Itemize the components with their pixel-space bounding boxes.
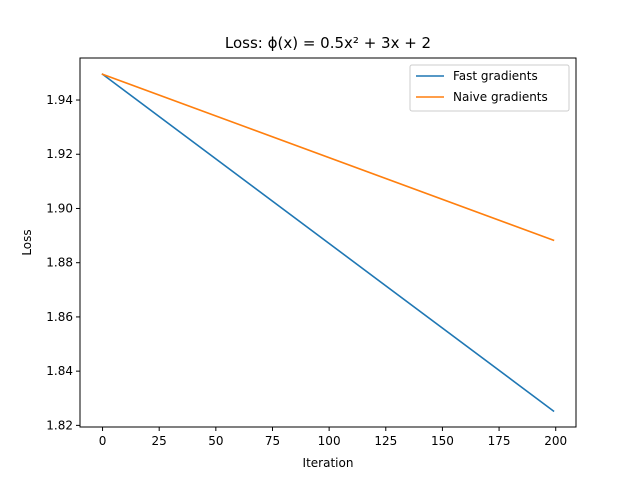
y-tick-label: 1.92 [46,147,73,161]
series-line-1 [101,73,555,413]
legend-box [409,64,570,112]
series-layer [101,73,555,413]
y-tick-label: 1.86 [46,310,73,324]
ticks-layer: 0 25 50 75 100 125 150 175 200 1.82 1.84 1.86 1.88 1.… [46,93,567,448]
legend: Fast gradients Naive gradients [409,64,570,112]
legend-label: Fast gradients [453,69,538,83]
x-tick-label: 0 [99,434,107,448]
series-line-2 [101,73,555,242]
y-tick-label: 1.90 [46,201,73,215]
x-tick-label: 200 [544,434,567,448]
y-tick-label: 1.82 [46,418,73,432]
x-tick-label: 175 [488,434,511,448]
x-tick-label: 25 [152,434,167,448]
y-tick-label: 1.94 [46,93,73,107]
plot-frame [79,57,577,428]
legend-label: Naive gradients [453,90,548,104]
y-tick-label: 1.88 [46,256,73,270]
y-axis-label: Loss [20,229,34,255]
x-tick-label: 150 [431,434,454,448]
x-tick-label: 75 [265,434,280,448]
x-tick-label: 50 [208,434,223,448]
x-axis-label: Iteration [303,456,354,470]
x-tick-label: 100 [318,434,341,448]
y-tick-label: 1.84 [46,364,73,378]
chart-title: Loss: ϕ(x) = 0.5x² + 3x + 2 [225,34,431,52]
x-tick-label: 125 [374,434,397,448]
